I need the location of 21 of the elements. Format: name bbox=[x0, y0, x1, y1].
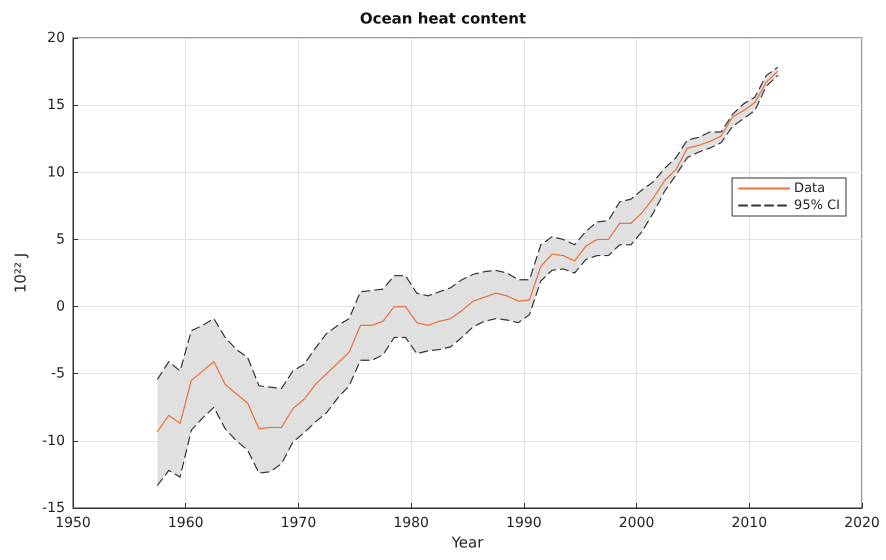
y-tick-label: -10 bbox=[42, 432, 65, 449]
x-tick-label: 2000 bbox=[618, 515, 654, 531]
legend-label: Data bbox=[794, 181, 826, 196]
x-tick-label: 1950 bbox=[55, 515, 91, 531]
legend-label: 95% CI bbox=[794, 198, 840, 213]
y-tick-label: 5 bbox=[56, 231, 65, 248]
y-tick-label: 10 bbox=[47, 164, 65, 180]
x-tick-label: 1960 bbox=[168, 515, 204, 531]
chart-title: Ocean heat content bbox=[360, 10, 526, 28]
x-tick-label: 1990 bbox=[506, 515, 542, 531]
y-tick-label: -5 bbox=[51, 366, 65, 382]
y-tick-label: 20 bbox=[47, 30, 65, 46]
y-tick-label: -15 bbox=[42, 500, 65, 516]
x-tick-label: 2020 bbox=[844, 515, 880, 531]
x-tick-label: 1970 bbox=[280, 515, 316, 531]
x-axis-title: Year bbox=[450, 533, 484, 552]
x-tick-label: 2010 bbox=[731, 515, 768, 531]
y-tick-label: 0 bbox=[56, 298, 65, 315]
y-tick-label: 15 bbox=[47, 97, 65, 114]
y-axis-title: 10²² J bbox=[12, 252, 30, 294]
x-tick-label: 1980 bbox=[393, 515, 429, 531]
